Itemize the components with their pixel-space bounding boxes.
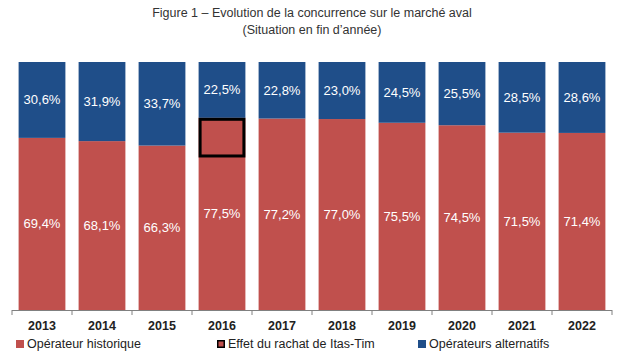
- x-separator: [252, 310, 253, 315]
- x-separator: [72, 310, 73, 315]
- bar-segment: [199, 62, 246, 118]
- bar-segment: [139, 62, 186, 146]
- x-tick-label: 2017: [268, 319, 296, 333]
- data-label: 71,4%: [564, 214, 601, 229]
- data-label: 77,0%: [324, 207, 361, 222]
- x-separator: [552, 310, 553, 315]
- data-label: 31,9%: [84, 94, 121, 109]
- legend-swatch: [418, 340, 426, 348]
- bar-segment: [499, 62, 546, 133]
- data-label: 28,5%: [504, 90, 541, 105]
- legend-label: Effet du rachat de Itas-Tim: [228, 337, 375, 351]
- bar-segment: [319, 119, 366, 310]
- x-separator: [372, 310, 373, 315]
- bar-segment: [499, 133, 546, 310]
- title: Figure 1 – Evolution de la concurrence s…: [152, 6, 472, 20]
- data-label: 75,5%: [384, 209, 421, 224]
- x-separator: [192, 310, 193, 315]
- bar-segment: [259, 62, 306, 119]
- data-label: 77,5%: [204, 206, 241, 221]
- x-tick-label: 2015: [148, 319, 176, 333]
- subtitle: (Situation en fin d’année): [243, 23, 382, 37]
- bar-segment: [139, 146, 186, 310]
- data-label: 74,5%: [444, 210, 481, 225]
- x-tick-label: 2020: [448, 319, 476, 333]
- bar-segment: [319, 62, 366, 119]
- data-label: 22,5%: [204, 82, 241, 97]
- legend-swatch: [218, 341, 225, 348]
- data-label: 23,0%: [324, 83, 361, 98]
- data-label: 66,3%: [144, 220, 181, 235]
- data-label: 22,8%: [264, 83, 301, 98]
- bar-segment: [19, 62, 66, 138]
- bar-segment: [199, 118, 246, 310]
- x-separator: [312, 310, 313, 315]
- x-tick-label: 2021: [508, 319, 536, 333]
- legend: Opérateur historique Effet du rachat de I…: [16, 337, 549, 351]
- x-separator: [432, 310, 433, 315]
- data-label: 77,2%: [264, 207, 301, 222]
- x-tick-label: 2018: [328, 319, 356, 333]
- data-labels: 69,4% 68,1% 66,3% 77,5% 77,2% 77,0% 75,5% 74,5%…: [24, 82, 601, 235]
- marks: [19, 62, 606, 310]
- x-separator: [612, 310, 613, 315]
- x-separator: [12, 310, 13, 315]
- x-tick-label: 2013: [28, 319, 56, 333]
- bar-segment: [379, 123, 426, 310]
- data-label: 25,5%: [444, 86, 481, 101]
- data-label: 24,5%: [384, 85, 421, 100]
- legend-swatch: [16, 340, 24, 348]
- legend-label: Opérateur historique: [27, 337, 141, 351]
- data-label: 30,6%: [24, 92, 61, 107]
- x-tick-label: 2019: [388, 319, 416, 333]
- data-label: 28,6%: [564, 90, 601, 105]
- data-label: 33,7%: [144, 96, 181, 111]
- bar-segment: [559, 133, 606, 310]
- bar-segment: [259, 119, 306, 310]
- x-tick-label: 2014: [88, 319, 116, 333]
- bar-segment: [439, 62, 486, 125]
- data-label: 69,4%: [24, 216, 61, 231]
- x-tick-label: 2016: [208, 319, 236, 333]
- x-separator: [492, 310, 493, 315]
- bar-segment: [379, 62, 426, 123]
- data-label: 68,1%: [84, 218, 121, 233]
- page: {"chart_data": { "type": "bar", "title":…: [0, 0, 625, 362]
- bar-segment: [79, 141, 126, 310]
- legend-label: Opérateurs alternatifs: [429, 337, 549, 351]
- annotation-box: [200, 119, 244, 156]
- data-label: 71,5%: [504, 214, 541, 229]
- chart: Figure 1 – Evolution de la concurrence s…: [0, 0, 625, 362]
- bar-segment: [559, 62, 606, 133]
- bar-segment: [19, 138, 66, 310]
- x-tick-label: 2022: [568, 319, 596, 333]
- x-separator: [132, 310, 133, 315]
- bar-segment: [79, 62, 126, 141]
- bar-segment: [439, 125, 486, 310]
